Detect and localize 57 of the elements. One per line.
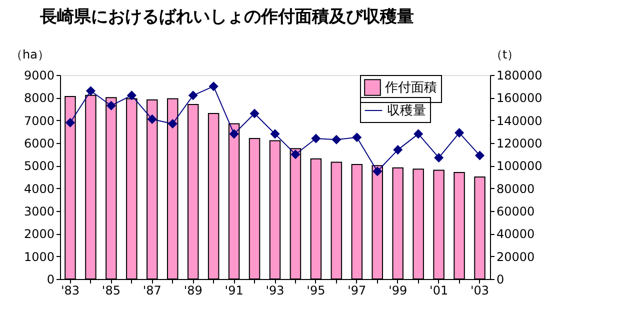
y-tick-label: 7000 (24, 114, 54, 128)
y2-tick-label: 140000 (496, 114, 542, 128)
point (188, 91, 198, 100)
y-tick-label: 2000 (24, 227, 54, 242)
x-tick-label: '91 (224, 284, 244, 298)
y-tick-label: 1000 (24, 250, 54, 264)
legend-label: 収穫量 (387, 104, 426, 118)
y-tick-label: 3000 (24, 204, 54, 218)
y-tick-label: 4000 (24, 182, 54, 196)
x-tick-label: '99 (388, 284, 408, 298)
y2-tick-label: 80000 (496, 182, 535, 196)
point (86, 86, 96, 96)
x-tick-label: '85 (102, 284, 120, 298)
y-tick-label: 9000 (24, 68, 54, 82)
y2-tick-label: 40000 (496, 227, 535, 242)
y-tick-label: 6000 (24, 136, 54, 150)
x-tick-label: '93 (266, 284, 284, 298)
y-tick-label: 8000 (24, 91, 54, 106)
point (127, 91, 136, 100)
y2-tick-label: 100000 (496, 159, 542, 174)
legend-label: 作付面積 (384, 80, 437, 96)
point (312, 134, 320, 143)
y2-tick-label: 120000 (496, 136, 542, 150)
point (414, 130, 423, 138)
point (148, 114, 156, 124)
point (270, 130, 280, 138)
point (454, 128, 464, 138)
point (209, 82, 218, 91)
y-axis-title: （ha） (10, 48, 50, 62)
point (66, 118, 75, 127)
point (475, 151, 484, 160)
y-tick-label: 0 (46, 272, 54, 286)
y2-tick-label: 180000 (496, 68, 542, 82)
point (352, 132, 362, 142)
point (250, 109, 259, 118)
y2-tick-label: 0 (496, 272, 504, 286)
point (394, 145, 402, 154)
x-tick-label: '95 (306, 284, 326, 298)
y2-tick-label: 20000 (496, 250, 535, 264)
y-tick-label: 5000 (24, 159, 54, 174)
point (434, 153, 444, 162)
point (106, 101, 116, 110)
y2-tick-label: 60000 (496, 204, 535, 218)
chart-title: 長崎県におけるばれいしょの作付面積及び収穫量 (39, 7, 414, 27)
point (332, 135, 341, 144)
x-tick-label: '03 (470, 284, 490, 298)
y2-tick-label: 160000 (496, 91, 542, 106)
x-tick-label: '97 (348, 284, 366, 298)
x-tick-label: '83 (60, 284, 80, 298)
x-tick-label: '01 (430, 284, 448, 298)
point (373, 166, 382, 176)
point (230, 130, 238, 138)
x-tick-label: '87 (142, 284, 162, 298)
y2-axis-title: （t） (490, 48, 520, 62)
point (168, 119, 177, 128)
x-tick-label: '89 (184, 284, 202, 298)
point (291, 150, 300, 159)
